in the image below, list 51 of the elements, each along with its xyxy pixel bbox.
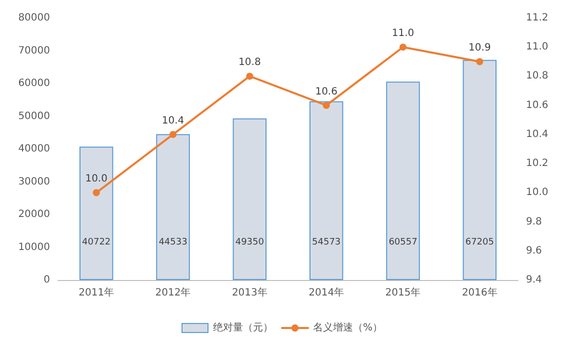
data-label: 40722 (82, 238, 111, 248)
y2-tick-label: 11.0 (526, 42, 548, 53)
y-tick-label: 30000 (18, 176, 50, 188)
x-tick-label: 2013年 (232, 286, 268, 298)
point (476, 58, 484, 66)
point (92, 189, 100, 196)
bar (156, 134, 190, 280)
bar (232, 118, 267, 280)
bar (309, 101, 344, 280)
x-tick-label: 2012年 (155, 286, 191, 298)
point (246, 72, 254, 80)
y-tick-label: 60000 (18, 78, 50, 89)
data-label: 10.9 (468, 42, 491, 54)
bar (79, 146, 114, 280)
data-label: 10.0 (85, 174, 108, 185)
y-tick-label: 50000 (18, 110, 50, 122)
y2-tick-label: 10.8 (526, 70, 548, 82)
data-label: 10.4 (162, 115, 184, 126)
y2-tick-label: 10.2 (526, 158, 548, 170)
y-tick-label: 40000 (18, 144, 50, 154)
x-tick-label: 2011年 (78, 286, 114, 298)
y2-tick-label: 10.6 (526, 100, 548, 111)
y2-tick-label: 9.8 (526, 216, 542, 228)
bar (462, 60, 497, 280)
data-label: 10.8 (238, 57, 261, 68)
data-label: 49350 (235, 238, 264, 248)
y-tick-label: 70000 (18, 45, 50, 56)
point (322, 102, 330, 109)
bar (386, 82, 420, 280)
y2-tick-label: 10.4 (526, 128, 548, 140)
data-label: 54573 (312, 238, 341, 248)
y-tick-label: 80000 (18, 12, 50, 24)
x-tick-label: 2014年 (308, 286, 344, 298)
data-label: 11.0 (392, 28, 414, 40)
x-tick-label: 2015年 (385, 286, 421, 298)
y-tick-label: 0 (44, 274, 50, 286)
y2-tick-label: 9.6 (526, 245, 542, 256)
y-tick-label: 20000 (18, 209, 50, 220)
x-tick-label: 2016年 (462, 286, 498, 298)
y2-tick-label: 10.0 (526, 187, 548, 198)
point (400, 44, 406, 51)
y2-tick-label: 11.2 (526, 12, 548, 24)
legend-label: 绝对量（元） (213, 322, 273, 334)
point (170, 130, 176, 138)
y-tick-label: 10000 (18, 242, 50, 253)
data-label: 44533 (158, 238, 188, 248)
data-label: 60557 (388, 238, 418, 248)
data-label: 67205 (465, 238, 494, 248)
legend-label: 名义增速（%） (313, 322, 383, 334)
y2-tick-label: 9.4 (526, 274, 542, 286)
data-label: 10.6 (315, 86, 338, 98)
